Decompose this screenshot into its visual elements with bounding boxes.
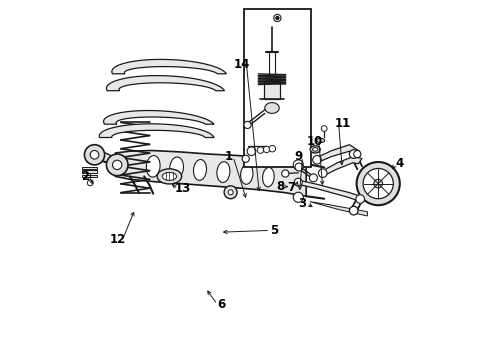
Circle shape [349, 206, 358, 215]
Circle shape [113, 160, 122, 170]
Ellipse shape [313, 148, 318, 151]
Polygon shape [116, 150, 306, 196]
Circle shape [224, 186, 237, 199]
Polygon shape [322, 157, 362, 176]
Circle shape [87, 180, 93, 186]
Circle shape [276, 17, 279, 19]
Ellipse shape [170, 157, 183, 179]
Circle shape [357, 162, 400, 205]
Circle shape [295, 163, 303, 171]
Circle shape [321, 126, 327, 131]
Polygon shape [95, 150, 117, 164]
Bar [245, 9, 311, 167]
Circle shape [349, 150, 358, 158]
Text: 13: 13 [174, 183, 191, 195]
Text: 5: 5 [270, 224, 279, 237]
Text: 1: 1 [225, 150, 233, 163]
Circle shape [318, 169, 327, 177]
Text: 7: 7 [288, 181, 296, 194]
Circle shape [228, 190, 233, 195]
Polygon shape [298, 180, 360, 202]
Polygon shape [82, 170, 97, 173]
Circle shape [269, 145, 275, 152]
Text: 2: 2 [81, 170, 89, 183]
Circle shape [310, 174, 318, 182]
Ellipse shape [147, 156, 160, 177]
Polygon shape [317, 145, 360, 163]
Circle shape [90, 150, 99, 159]
Circle shape [242, 155, 249, 162]
Ellipse shape [310, 146, 320, 153]
Circle shape [356, 195, 365, 203]
Circle shape [363, 168, 393, 199]
Text: 8: 8 [276, 180, 284, 193]
Circle shape [294, 178, 302, 186]
Circle shape [263, 146, 270, 153]
Ellipse shape [265, 103, 279, 113]
Circle shape [293, 160, 303, 170]
Text: 6: 6 [218, 298, 226, 311]
Polygon shape [310, 202, 368, 216]
Circle shape [274, 14, 281, 22]
Text: 3: 3 [298, 197, 307, 210]
Polygon shape [264, 81, 280, 99]
Polygon shape [99, 124, 214, 138]
Circle shape [106, 154, 128, 176]
Ellipse shape [263, 167, 274, 187]
Ellipse shape [241, 164, 253, 184]
Circle shape [293, 192, 303, 202]
Ellipse shape [217, 162, 230, 183]
Ellipse shape [194, 159, 206, 180]
Polygon shape [106, 76, 224, 91]
Polygon shape [82, 175, 97, 177]
Circle shape [84, 145, 104, 165]
Ellipse shape [162, 172, 176, 180]
Text: 12: 12 [110, 233, 126, 246]
Text: 14: 14 [234, 58, 250, 71]
Polygon shape [112, 59, 226, 74]
Circle shape [313, 156, 321, 164]
Circle shape [282, 170, 289, 177]
Ellipse shape [317, 138, 324, 143]
Text: 4: 4 [396, 157, 404, 170]
Text: 9: 9 [294, 150, 302, 163]
Polygon shape [82, 167, 97, 169]
Polygon shape [95, 155, 117, 167]
Circle shape [244, 121, 251, 129]
Text: 10: 10 [306, 135, 322, 148]
Circle shape [374, 179, 383, 188]
Circle shape [354, 150, 361, 158]
Polygon shape [103, 111, 214, 124]
Circle shape [257, 147, 264, 153]
Text: 11: 11 [335, 117, 351, 130]
Circle shape [247, 147, 256, 156]
Polygon shape [245, 157, 299, 168]
Ellipse shape [157, 169, 182, 184]
